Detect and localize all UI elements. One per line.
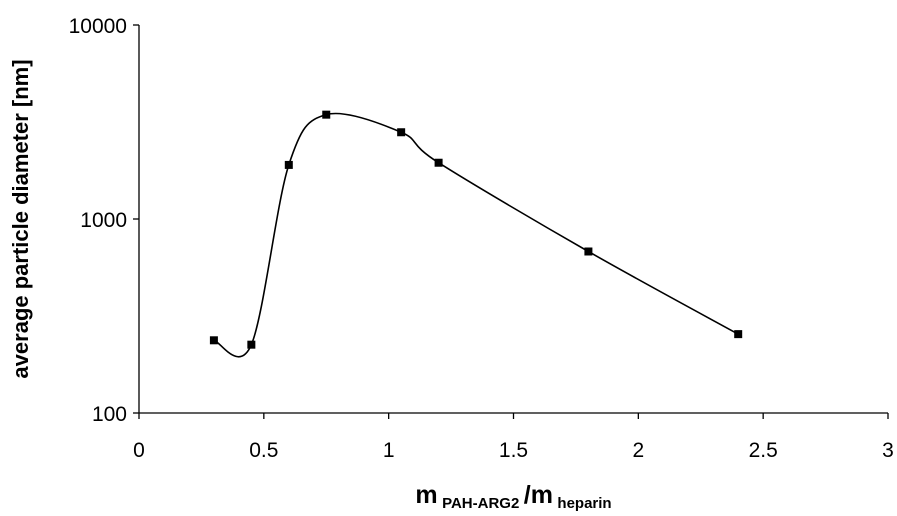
x-axis-label-separator: /m [524, 481, 553, 509]
x-axis-label-sub: PAH-ARG2 [442, 495, 519, 512]
x-tick-label: 2 [632, 439, 644, 462]
y-tick-label: 100 [92, 403, 127, 426]
data-point [734, 330, 743, 339]
y-tick-label: 10000 [69, 15, 127, 38]
x-axis-label-sub2: heparin [557, 495, 611, 512]
data-point [322, 110, 331, 119]
x-tick-label: 1.5 [499, 439, 528, 462]
data-point [397, 128, 406, 137]
axes [138, 25, 888, 414]
x-axis-label-main: m [415, 481, 437, 509]
x-tick-label: 0 [133, 439, 145, 462]
x-tick-label: 1 [383, 439, 395, 462]
series-line [213, 112, 739, 358]
x-tick-label: 3 [882, 439, 894, 462]
x-tick-label: 0.5 [249, 439, 278, 462]
data-point [209, 336, 218, 345]
data-point [247, 340, 256, 349]
y-ticks: 100 1000 10000 [69, 15, 139, 426]
series [209, 110, 743, 358]
x-axis-label: m PAH-ARG2 /m heparin [415, 481, 611, 512]
y-axis-label: average particle diameter [nm] [8, 59, 33, 378]
y-tick-label: 1000 [80, 209, 127, 232]
data-point [584, 247, 593, 256]
x-tick-label: 2.5 [749, 439, 778, 462]
data-point [434, 158, 443, 167]
data-point [284, 160, 293, 169]
x-ticks: 0 0.5 1 1.5 2 2.5 3 [133, 413, 894, 462]
